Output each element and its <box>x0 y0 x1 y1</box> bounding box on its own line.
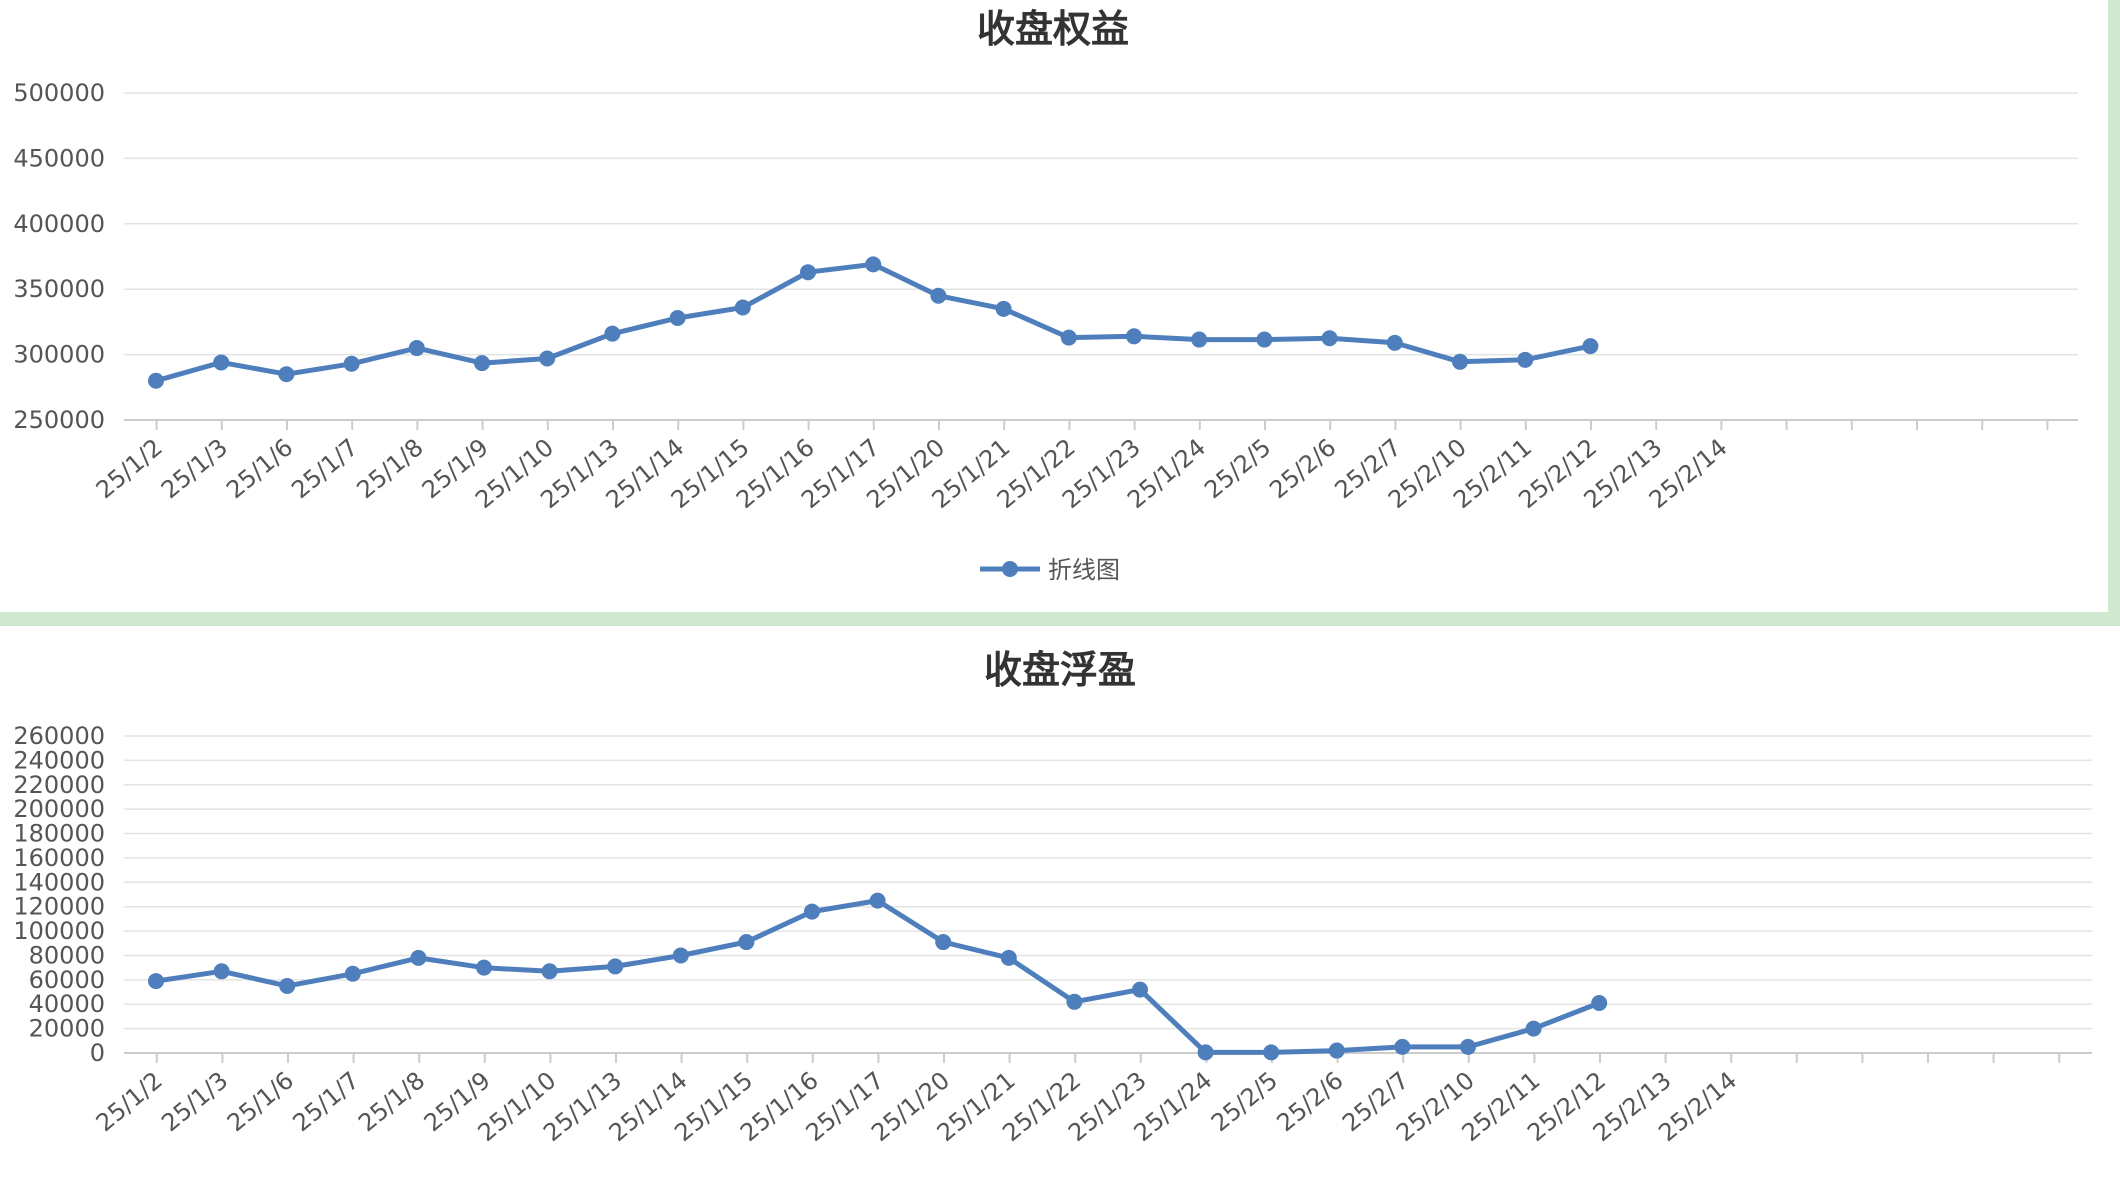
panel-separator <box>0 612 2120 626</box>
data-point <box>1328 1042 1345 1059</box>
x-tick-label: 25/1/3 <box>156 1066 233 1137</box>
data-point <box>865 256 882 273</box>
x-tick-label: 25/1/7 <box>287 1066 364 1137</box>
data-point <box>1460 1038 1476 1055</box>
data-point <box>1126 328 1142 345</box>
y-tick-label: 140000 <box>13 868 105 896</box>
legend-marker-swatch <box>1002 561 1018 577</box>
y-tick-label: 220000 <box>13 771 105 799</box>
x-tick-label: 25/2/6 <box>1271 1066 1348 1137</box>
chart-1-legend[interactable]: 折线图 <box>980 556 1120 584</box>
data-point <box>474 355 490 372</box>
data-point <box>408 340 425 357</box>
y-tick-label: 240000 <box>13 746 105 774</box>
panel-right-edge <box>2108 0 2120 626</box>
data-point <box>738 934 755 951</box>
data-point <box>1321 330 1338 347</box>
data-point <box>148 372 164 389</box>
y-tick-label: 0 <box>90 1039 105 1067</box>
y-tick-label: 300000 <box>13 341 105 369</box>
y-tick-label: 160000 <box>13 844 105 872</box>
data-point <box>1191 331 1208 348</box>
data-point <box>539 350 556 367</box>
y-tick-label: 120000 <box>13 893 105 921</box>
data-point <box>672 947 689 964</box>
y-tick-label: 80000 <box>29 941 105 969</box>
y-tick-label: 60000 <box>29 966 105 994</box>
data-point <box>1132 981 1148 998</box>
y-tick-label: 260000 <box>13 722 105 750</box>
y-tick-label: 450000 <box>13 144 105 172</box>
y-tick-label: 250000 <box>13 406 105 434</box>
y-tick-label: 180000 <box>13 820 105 848</box>
data-point <box>1060 329 1077 346</box>
chart-2-title: 收盘浮盈 <box>984 648 1136 692</box>
data-point <box>1386 334 1403 351</box>
panel-1-background <box>0 0 2108 612</box>
data-point <box>278 366 295 383</box>
y-tick-label: 20000 <box>29 1015 105 1043</box>
data-point <box>1263 1044 1280 1061</box>
chart-1-title: 收盘权益 <box>977 7 1129 51</box>
series-line <box>155 898 1601 1055</box>
data-point <box>476 959 492 976</box>
x-tick-label: 25/2/5 <box>1206 1066 1283 1137</box>
data-point <box>804 903 820 920</box>
data-point <box>1000 949 1017 966</box>
data-point <box>1525 1020 1542 1037</box>
chart-2-plot: 0200004000060000800001000001200001400001… <box>13 722 2092 1147</box>
data-point <box>734 299 751 316</box>
data-point <box>343 355 360 372</box>
data-point <box>1517 351 1534 368</box>
x-tick-label: 25/1/2 <box>91 1066 168 1137</box>
data-point <box>1394 1038 1411 1055</box>
data-point <box>1197 1044 1214 1061</box>
data-point <box>935 934 952 951</box>
data-point <box>869 892 886 909</box>
y-tick-label: 500000 <box>13 79 105 107</box>
data-point <box>148 973 164 990</box>
data-point <box>279 977 296 994</box>
data-point <box>1582 338 1599 355</box>
data-point <box>607 958 624 975</box>
y-tick-label: 200000 <box>13 795 105 823</box>
data-point <box>1066 993 1083 1010</box>
y-tick-label: 350000 <box>13 275 105 303</box>
data-point <box>213 963 230 980</box>
data-point <box>1256 331 1273 348</box>
data-point <box>541 963 558 980</box>
data-point <box>930 287 947 304</box>
y-tick-label: 40000 <box>29 990 105 1018</box>
data-point <box>995 300 1012 317</box>
data-point <box>1591 995 1608 1012</box>
legend-label: 折线图 <box>1048 556 1120 584</box>
x-tick-label: 25/1/8 <box>353 1066 430 1137</box>
data-point <box>669 309 686 326</box>
data-point <box>604 325 621 342</box>
data-point <box>344 965 361 982</box>
data-point <box>1452 353 1468 370</box>
data-point <box>800 264 816 281</box>
x-tick-label: 25/1/6 <box>222 1066 299 1137</box>
y-tick-label: 400000 <box>13 210 105 238</box>
data-point <box>213 354 230 371</box>
data-point <box>410 949 427 966</box>
y-tick-label: 100000 <box>13 917 105 945</box>
